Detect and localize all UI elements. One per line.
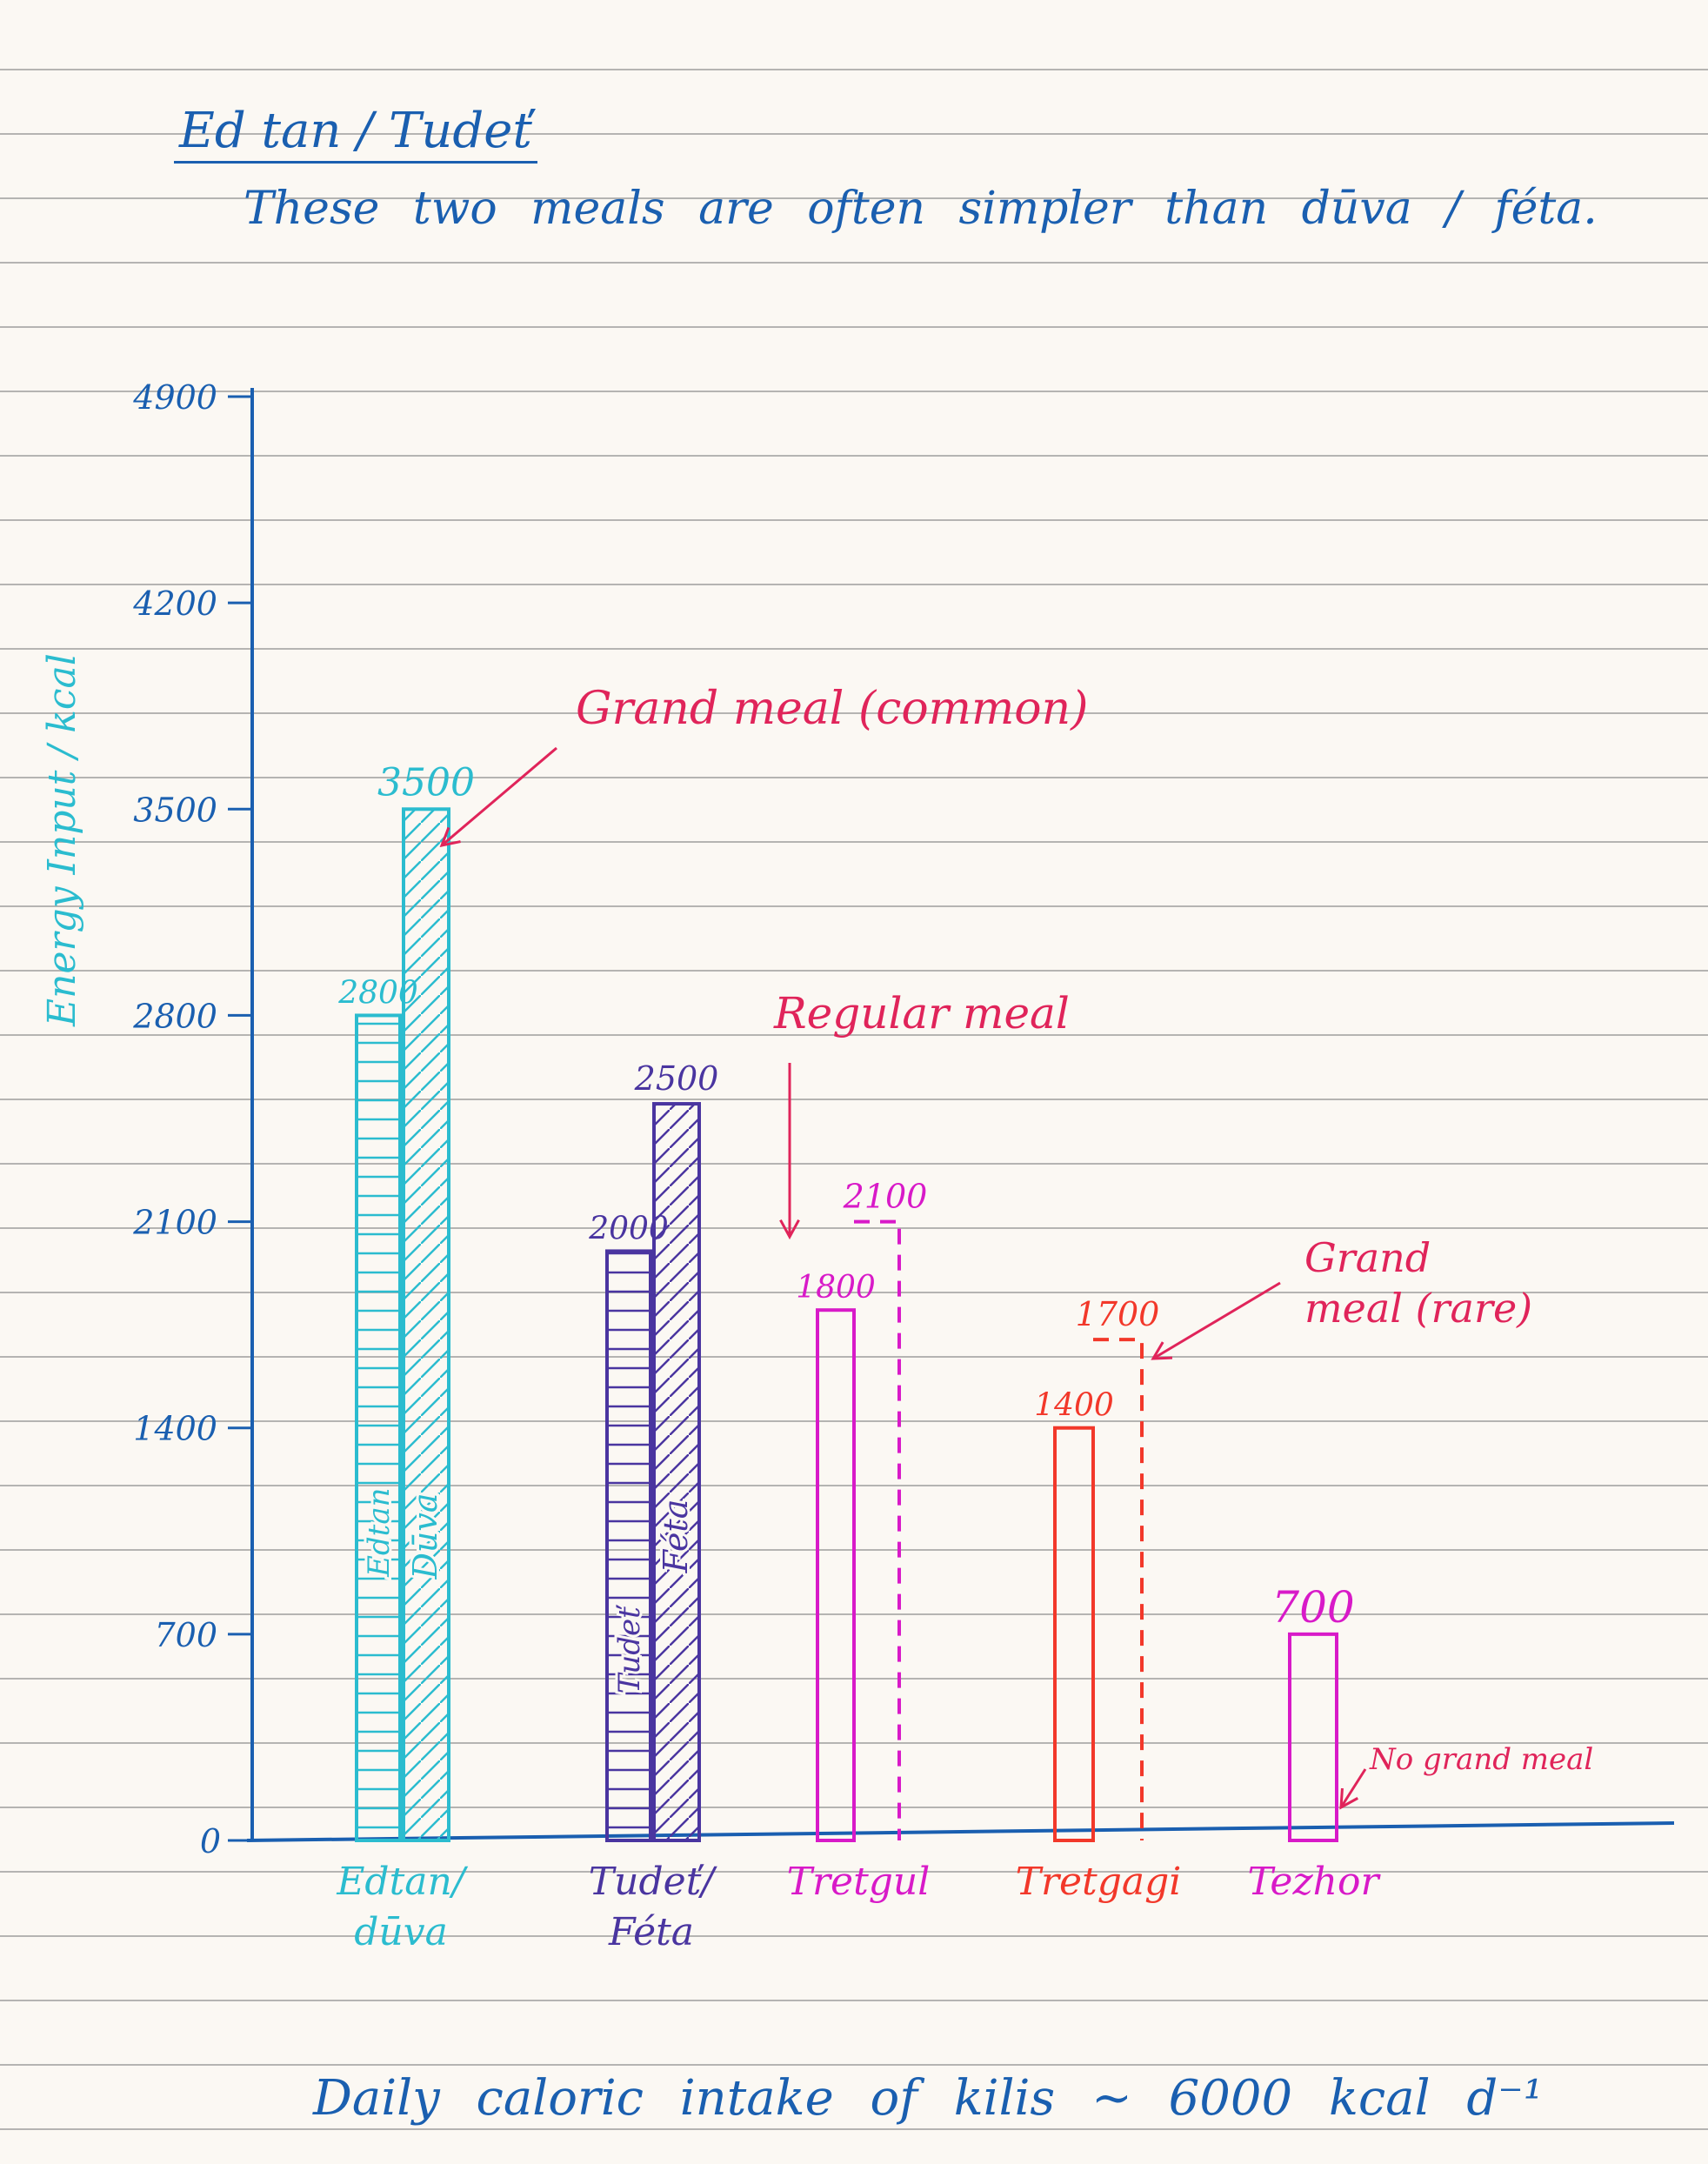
bar-regular bbox=[355, 1013, 402, 1842]
annotation-label: Grand meal (common) bbox=[576, 683, 1088, 735]
annotation-label-line: meal (rare) bbox=[1304, 1285, 1532, 1332]
x-axis bbox=[246, 1821, 1675, 1842]
value-label: 1800 bbox=[796, 1270, 876, 1306]
value-label: 3500 bbox=[377, 760, 475, 805]
category-label: Edtan/dūva bbox=[336, 1860, 469, 1954]
bar-regular bbox=[1053, 1426, 1095, 1842]
annotation-arrow bbox=[1339, 1768, 1367, 1808]
annotation-arrowhead bbox=[1151, 1341, 1173, 1360]
category-label-line: Tudeť/ bbox=[589, 1860, 718, 1904]
category-label-line: Tezhor bbox=[1247, 1860, 1381, 1904]
bar-inner-label: Tudeť bbox=[612, 1604, 647, 1693]
bar-regular bbox=[1288, 1632, 1338, 1843]
footer-note: Daily caloric intake of kilis ~ 6000 kca… bbox=[313, 2070, 1544, 2127]
category-label-line: Tretgul bbox=[787, 1860, 931, 1904]
annotation-label-line: Grand bbox=[1304, 1234, 1431, 1281]
category-label: Tretgagi bbox=[1016, 1860, 1182, 1904]
bar-inner-label: Dūva bbox=[406, 1493, 444, 1580]
y-tick-label: 3500 bbox=[133, 791, 217, 829]
value-label: 2100 bbox=[843, 1178, 928, 1216]
value-label: 700 bbox=[1271, 1582, 1354, 1633]
chart-annotations: Grand meal (common) Regular meal Grand meal… bbox=[439, 683, 1593, 1810]
chart-axes: 0 700 1400 2100 2800 3500 4200 4900 Energy Input… bbox=[40, 378, 1675, 1860]
bar-inner-label: Edtan bbox=[362, 1488, 397, 1578]
category-label-line: Tretgagi bbox=[1016, 1860, 1182, 1904]
annotation-label: Grand meal (rare) bbox=[1304, 1234, 1532, 1332]
page-subtitle: These two meals are often simpler than d… bbox=[244, 183, 1598, 235]
bar-grand bbox=[652, 1102, 701, 1843]
annotation-label: No grand meal bbox=[1369, 1742, 1593, 1777]
bar-inner-label: Féta bbox=[657, 1499, 695, 1574]
y-tick-label: 0 bbox=[200, 1822, 221, 1860]
y-tick-label: 700 bbox=[154, 1616, 217, 1654]
chart-bars: 2800Edtan3500DūvaEdtan/dūva2000Tudeť2500… bbox=[336, 760, 1381, 1954]
y-tick-label: 2100 bbox=[132, 1204, 217, 1242]
annotation-arrowhead bbox=[439, 826, 461, 848]
category-label: Tudeť/Féta bbox=[589, 1860, 718, 1954]
y-tick-label: 4900 bbox=[132, 378, 217, 417]
y-axis-label: Energy Input / kcal bbox=[40, 653, 84, 1027]
annotation-arrowhead bbox=[1339, 1787, 1358, 1810]
category-label: Tretgul bbox=[787, 1860, 931, 1904]
bar-regular bbox=[816, 1308, 856, 1842]
bar-grand bbox=[402, 807, 450, 1842]
bar-grand-outline bbox=[854, 1219, 901, 1840]
category-label-line: Féta bbox=[608, 1910, 694, 1954]
category-label-line: dūva bbox=[354, 1910, 448, 1954]
category-label: Tezhor bbox=[1247, 1860, 1381, 1904]
value-label: 1700 bbox=[1076, 1295, 1160, 1333]
category-label-line: Edtan/ bbox=[336, 1860, 469, 1904]
y-tick-label: 4200 bbox=[132, 584, 217, 623]
value-label: 1400 bbox=[1034, 1388, 1114, 1424]
value-label: 2500 bbox=[634, 1059, 719, 1098]
y-tick-label: 1400 bbox=[133, 1410, 217, 1448]
annotation-label: Regular meal bbox=[773, 988, 1070, 1039]
bar-regular bbox=[605, 1249, 652, 1842]
annotation-arrowhead bbox=[779, 1219, 800, 1240]
annotation-arrow bbox=[441, 746, 557, 847]
y-tick-label: 2800 bbox=[132, 997, 217, 1035]
annotation-arrow bbox=[1152, 1281, 1281, 1360]
page-title: Ed tan / Tudeť bbox=[174, 103, 537, 164]
